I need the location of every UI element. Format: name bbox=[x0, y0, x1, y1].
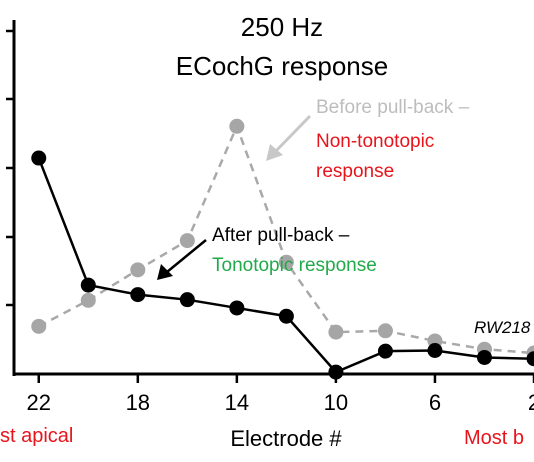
point-after-pull-back-e22 bbox=[31, 150, 47, 166]
point-before-pull-back-e8 bbox=[377, 323, 393, 339]
chart-title-line1: 250 Hz bbox=[241, 12, 323, 42]
point-before-pull-back-e20 bbox=[80, 292, 96, 308]
point-after-pull-back-e14 bbox=[229, 300, 245, 316]
series-layer bbox=[31, 118, 534, 380]
x-tick-label-14: 14 bbox=[225, 390, 249, 415]
point-after-pull-back-e18 bbox=[130, 287, 146, 303]
annotation-after-line1: After pull-back – bbox=[212, 225, 350, 246]
x-end-label-left: st apical bbox=[0, 425, 73, 447]
point-after-pull-back-e16 bbox=[179, 292, 195, 308]
id-label: RW218 bbox=[474, 318, 531, 337]
point-after-pull-back-e2 bbox=[526, 351, 534, 367]
annotation-before-line1: Before pull-back – bbox=[316, 97, 470, 118]
point-before-pull-back-e18 bbox=[130, 262, 146, 278]
x-ticks: 22 18 14 10 6 2 bbox=[27, 374, 534, 415]
gray-arrow bbox=[266, 114, 312, 161]
x-tick-label-6: 6 bbox=[429, 390, 441, 415]
x-axis-label: Electrode # bbox=[230, 426, 342, 451]
x-tick-label-18: 18 bbox=[126, 390, 150, 415]
annotation-before-line2: Non-tonotopic bbox=[316, 131, 434, 152]
black-arrow bbox=[157, 239, 207, 280]
x-tick-label-2: 2 bbox=[528, 390, 534, 415]
point-before-pull-back-e12 bbox=[278, 254, 294, 270]
y-ticks bbox=[6, 29, 14, 307]
point-after-pull-back-e10 bbox=[328, 364, 344, 380]
point-before-pull-back-e10 bbox=[328, 324, 344, 340]
annotation-before-line3: response bbox=[316, 161, 394, 182]
x-tick-label-10: 10 bbox=[324, 390, 348, 415]
point-after-pull-back-e8 bbox=[377, 343, 393, 359]
point-after-pull-back-e6 bbox=[427, 342, 443, 358]
point-before-pull-back-e14 bbox=[229, 118, 245, 134]
point-after-pull-back-e4 bbox=[476, 349, 492, 365]
point-after-pull-back-e20 bbox=[80, 277, 96, 293]
point-before-pull-back-e16 bbox=[179, 233, 195, 249]
x-end-label-right: Most b bbox=[464, 427, 524, 449]
x-tick-label-22: 22 bbox=[27, 390, 51, 415]
chart-title-line2: ECochG response bbox=[176, 51, 388, 81]
point-after-pull-back-e12 bbox=[278, 308, 294, 324]
point-before-pull-back-e22 bbox=[31, 318, 47, 334]
annotation-after-line2: Tonotopic response bbox=[212, 255, 377, 276]
